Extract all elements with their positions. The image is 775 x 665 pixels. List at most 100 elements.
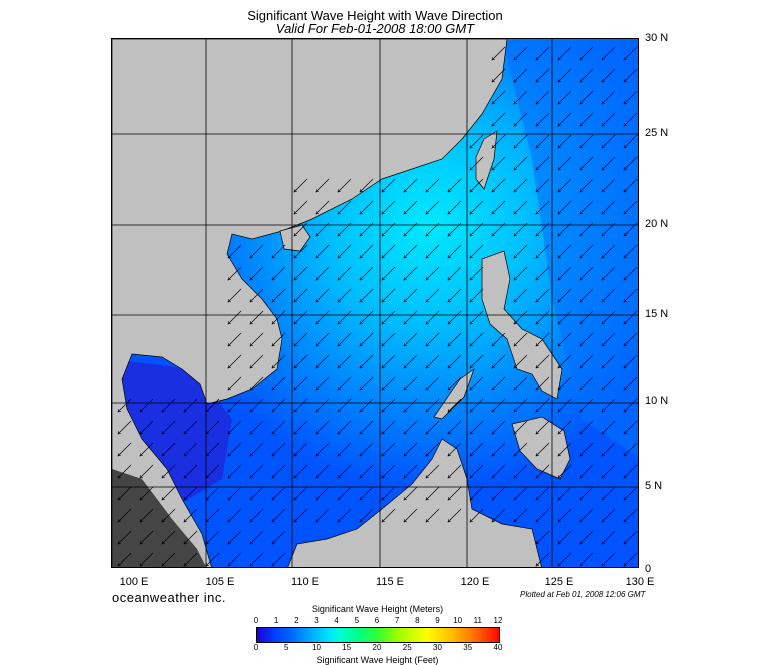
wave-arrow	[448, 354, 462, 368]
wave-arrow	[228, 310, 242, 324]
wave-arrow	[184, 398, 198, 412]
wave-arrow	[580, 332, 594, 346]
wave-arrow	[602, 310, 616, 324]
lon-label-115: 115 E	[376, 576, 404, 588]
lat-label-15: 15 N	[645, 308, 669, 320]
wave-arrow	[470, 244, 484, 258]
wave-arrow	[140, 464, 154, 478]
wave-arrow	[184, 442, 198, 456]
wave-arrow	[426, 464, 440, 478]
wave-arrow	[536, 354, 550, 368]
wave-arrow	[184, 530, 198, 544]
wave-arrow	[558, 508, 572, 522]
wave-arrow	[602, 244, 616, 258]
wave-arrow	[624, 552, 638, 566]
wave-arrow	[492, 420, 506, 434]
wave-arrow	[184, 508, 198, 522]
wave-arrow	[536, 420, 550, 434]
wave-arrow	[404, 376, 418, 390]
wave-arrow	[448, 332, 462, 346]
wave-arrow	[558, 420, 572, 434]
wave-arrow	[470, 486, 484, 500]
wave-arrow	[536, 464, 550, 478]
wave-arrow	[448, 244, 462, 258]
wave-arrow	[514, 134, 528, 148]
lat-label-20: 20 N	[645, 218, 669, 230]
wave-arrow	[360, 420, 374, 434]
wave-arrow	[360, 376, 374, 390]
wave-arrow	[228, 244, 242, 258]
wave-arrow	[206, 530, 220, 544]
wave-arrow	[492, 376, 506, 390]
wave-arrow	[492, 508, 506, 522]
wave-arrow	[558, 222, 572, 236]
land-mindanao	[511, 416, 571, 480]
wave-arrow	[624, 46, 638, 60]
wave-arrow	[228, 420, 242, 434]
wave-arrow	[426, 442, 440, 456]
wave-arrow	[624, 442, 638, 456]
wave-arrow	[558, 200, 572, 214]
wave-arrow	[338, 420, 352, 434]
wave-arrow	[624, 156, 638, 170]
wave-arrow	[426, 398, 440, 412]
wave-arrow	[602, 200, 616, 214]
wave-arrow	[536, 530, 550, 544]
wave-arrow	[294, 266, 308, 280]
wave-arrow	[382, 288, 396, 302]
wave-arrow	[602, 420, 616, 434]
wave-arrow	[382, 222, 396, 236]
wave-arrow	[624, 200, 638, 214]
wave-arrow	[426, 200, 440, 214]
lon-label-100: 100 E	[119, 576, 149, 588]
wave-arrow	[382, 310, 396, 324]
wave-arrow	[514, 354, 528, 368]
wave-arrow	[492, 486, 506, 500]
wave-arrow	[514, 376, 528, 390]
wave-arrow	[624, 420, 638, 434]
wave-arrow	[558, 266, 572, 280]
wave-arrow	[338, 266, 352, 280]
wave-arrow	[426, 486, 440, 500]
wave-arrow	[448, 310, 462, 324]
wave-arrow	[536, 112, 550, 126]
wave-arrow	[602, 552, 616, 566]
wave-arrow	[206, 464, 220, 478]
wave-arrow	[404, 178, 418, 192]
wave-arrow	[536, 332, 550, 346]
wave-arrow	[162, 420, 176, 434]
wave-arrow	[470, 178, 484, 192]
wave-arrow	[338, 178, 352, 192]
wave-arrow	[184, 464, 198, 478]
wave-arrow	[404, 222, 418, 236]
lat-label-5: 5 N	[645, 480, 663, 492]
wave-arrow	[536, 222, 550, 236]
wave-arrow	[536, 486, 550, 500]
wave-arrow	[426, 288, 440, 302]
wave-arrow	[580, 310, 594, 324]
wave-arrow	[448, 420, 462, 434]
wave-arrow	[316, 376, 330, 390]
wave-arrow	[470, 398, 484, 412]
wave-arrow	[118, 530, 132, 544]
wave-arrow	[404, 354, 418, 368]
wave-arrow	[558, 134, 572, 148]
wave-arrow	[338, 222, 352, 236]
wave-arrow	[316, 332, 330, 346]
wave-arrow	[316, 288, 330, 302]
wave-arrow	[514, 288, 528, 302]
map-canvas	[112, 39, 638, 567]
meters-tick: 2	[294, 616, 299, 625]
wave-arrow	[558, 310, 572, 324]
wave-arrow	[514, 310, 528, 324]
wave-arrow	[360, 310, 374, 324]
wave-arrow	[602, 508, 616, 522]
lon-label-130: 130 E	[625, 576, 655, 588]
wave-arrow	[536, 266, 550, 280]
wave-arrow	[624, 68, 638, 82]
lat-label-10: 10 N	[645, 395, 669, 407]
wave-arrow	[580, 112, 594, 126]
wave-arrow	[558, 464, 572, 478]
wave-arrow	[382, 486, 396, 500]
wave-arrow	[514, 90, 528, 104]
